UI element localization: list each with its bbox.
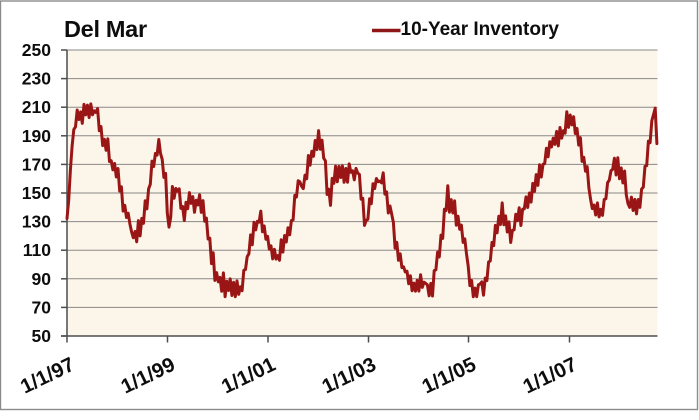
svg-text:150: 150 <box>22 183 51 203</box>
svg-text:70: 70 <box>32 297 52 317</box>
svg-text:10-Year Inventory: 10-Year Inventory <box>401 19 560 40</box>
svg-text:170: 170 <box>22 154 51 174</box>
svg-text:190: 190 <box>22 126 51 146</box>
svg-text:110: 110 <box>23 240 51 260</box>
svg-text:90: 90 <box>32 269 52 289</box>
svg-text:250: 250 <box>22 40 51 60</box>
svg-text:210: 210 <box>22 97 51 117</box>
svg-text:50: 50 <box>32 326 52 346</box>
svg-text:Del Mar: Del Mar <box>64 16 147 42</box>
svg-text:130: 130 <box>22 212 51 232</box>
svg-text:230: 230 <box>22 69 51 89</box>
